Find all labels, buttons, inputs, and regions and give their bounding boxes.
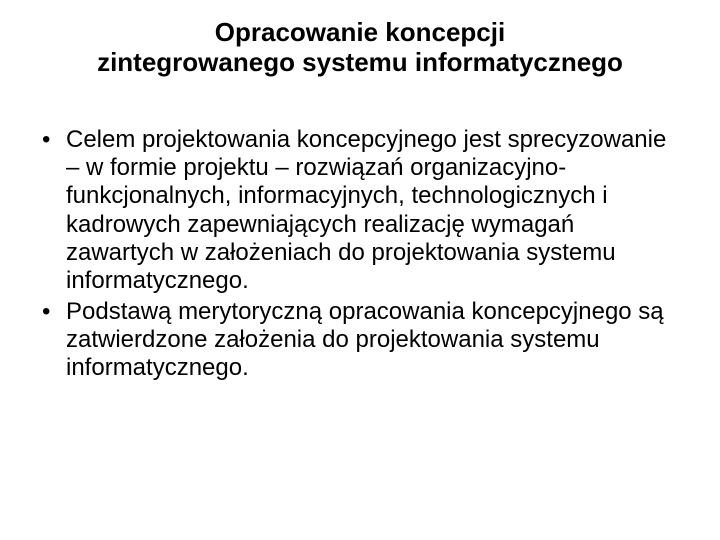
slide-title: Opracowanie koncepcji zintegrowanego sys… [36, 18, 684, 78]
title-line-2: zintegrowanego systemu informatycznego [97, 47, 623, 77]
bullet-text: Podstawą merytoryczną opracowania koncep… [66, 298, 664, 382]
list-item: Celem projektowania koncepcyjnego jest s… [36, 126, 684, 296]
slide: Opracowanie koncepcji zintegrowanego sys… [0, 0, 720, 540]
title-line-1: Opracowanie koncepcji [215, 17, 505, 47]
bullet-text: Celem projektowania koncepcyjnego jest s… [66, 126, 666, 295]
list-item: Podstawą merytoryczną opracowania koncep… [36, 298, 684, 383]
bullet-list: Celem projektowania koncepcyjnego jest s… [36, 126, 684, 383]
